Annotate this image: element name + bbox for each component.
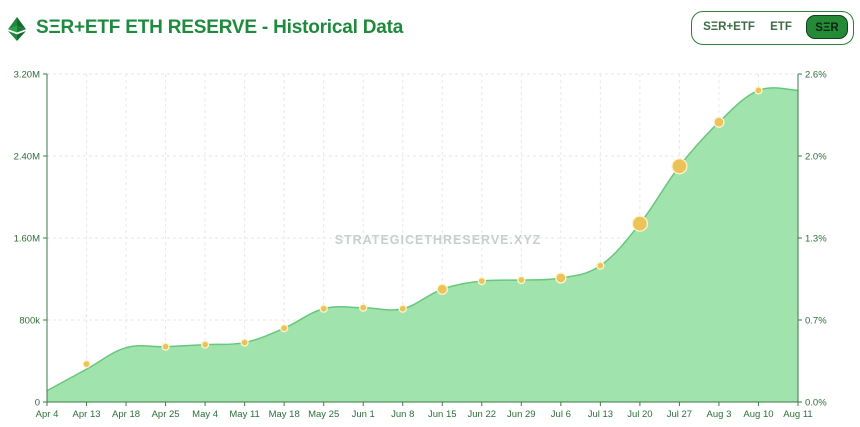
x-tick-label: May 25 <box>308 409 339 420</box>
x-tick-label: Aug 3 <box>707 409 732 420</box>
x-tick-label: Jul 13 <box>588 409 613 420</box>
y-tick-label-left: 0 <box>35 398 40 409</box>
y-tick-label-right: 0.7% <box>805 316 827 327</box>
y-tick-label-right: 0.0% <box>805 398 827 409</box>
data-point[interactable] <box>713 116 725 128</box>
toggle-option-ser[interactable]: SΞR <box>806 15 848 39</box>
data-point[interactable] <box>398 304 407 313</box>
x-tick-label: Aug 10 <box>743 409 773 420</box>
y-tick-label-left: 2.40M <box>14 152 40 163</box>
x-tick-label: Jun 22 <box>468 409 497 420</box>
historical-area-chart: STRATEGICETHRESERVE.XYZ 0 800k 1.60M 2.40M 3… <box>14 70 828 421</box>
data-point[interactable] <box>555 272 567 284</box>
x-tick-label: May 11 <box>229 409 259 420</box>
data-points <box>82 86 763 369</box>
data-point[interactable] <box>436 283 448 295</box>
y-tick-label-right: 1.3% <box>805 234 827 245</box>
x-tick-label: Jul 27 <box>667 409 692 420</box>
data-point[interactable] <box>161 342 170 351</box>
header: SΞR+ETF ETH RESERVE - Historical Data SΞ… <box>0 0 860 58</box>
x-tick-label: Jun 29 <box>507 409 536 420</box>
data-point[interactable] <box>319 304 328 313</box>
data-point[interactable] <box>596 261 605 270</box>
data-point[interactable] <box>200 340 210 349</box>
toggle-option-ser-etf[interactable]: SΞR+ETF <box>703 21 755 33</box>
y-tick-label-left: 1.60M <box>14 234 40 245</box>
y-tick-label-left: 3.20M <box>14 70 40 81</box>
x-tick-label: Jun 15 <box>428 409 457 420</box>
y-tick-label-right: 2.0% <box>805 152 827 163</box>
data-point[interactable] <box>240 338 249 347</box>
ethereum-icon <box>8 17 26 41</box>
series-area <box>47 87 798 402</box>
data-point[interactable] <box>359 303 368 312</box>
page-title: SΞR+ETF ETH RESERVE - Historical Data <box>36 17 404 38</box>
x-tick-label: May 4 <box>192 409 218 420</box>
data-point[interactable] <box>280 324 289 333</box>
x-tick-label: Apr 18 <box>112 409 140 420</box>
y-tick-label-right: 2.6% <box>805 70 827 81</box>
data-point[interactable] <box>631 215 649 232</box>
x-tick-label: Jul 6 <box>551 409 571 420</box>
dataset-toggle: SΞR+ETF ETF SΞR <box>691 11 854 45</box>
x-tick-label: May 18 <box>269 409 300 420</box>
y-tick-label-left: 800k <box>19 316 40 327</box>
axes: 0 800k 1.60M 2.40M 3.20M 0.0% 0.7% 1.3% 2.0% 2.6%… <box>14 70 828 421</box>
data-point[interactable] <box>477 276 486 286</box>
toggle-option-etf[interactable]: ETF <box>770 21 792 33</box>
x-tick-label: Jun 1 <box>352 409 375 420</box>
x-tick-label: Jul 20 <box>627 409 652 420</box>
x-tick-label: Apr 25 <box>152 409 180 420</box>
data-point[interactable] <box>671 158 688 175</box>
x-tick-label: Apr 13 <box>73 409 101 420</box>
data-point[interactable] <box>754 86 763 95</box>
x-tick-label: Aug 11 <box>783 409 812 420</box>
data-point[interactable] <box>82 359 91 369</box>
watermark: STRATEGICETHRESERVE.XYZ <box>335 233 542 247</box>
data-point[interactable] <box>517 275 526 285</box>
x-tick-label: Jun 8 <box>391 409 414 420</box>
x-tick-label: Apr 4 <box>36 409 59 420</box>
